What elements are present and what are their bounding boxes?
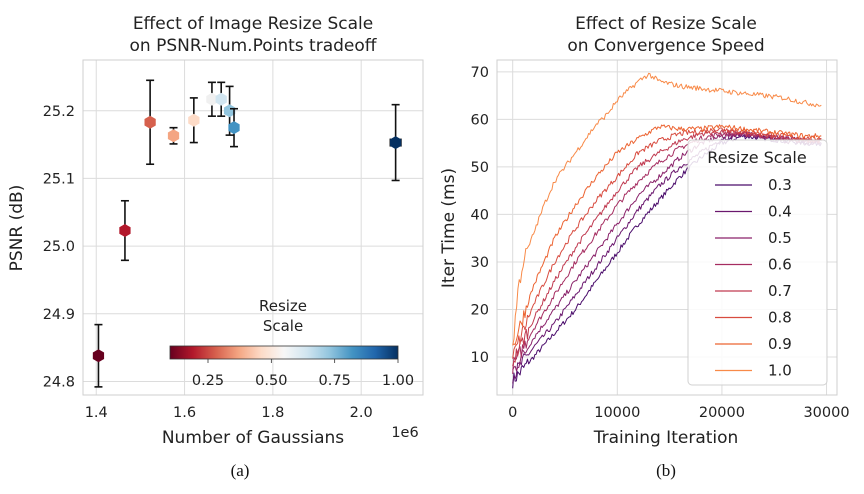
point-marker (167, 129, 180, 143)
chart-a-point (215, 81, 227, 117)
legend-label: 0.4 (768, 203, 792, 221)
chart-a-point (389, 103, 402, 182)
colorbar-tick-label: 0.75 (319, 373, 351, 389)
chart-a-grid (83, 60, 423, 395)
chart-b-frame (496, 59, 838, 396)
chart-b-xtick-label: 20000 (699, 405, 745, 421)
series-line-1-0 (512, 72, 822, 346)
chart-a-colorbar: Resize Scale 0.25 0.50 0.75 1.00 (169, 297, 414, 389)
chart-b-ytick-label: 50 (471, 160, 489, 176)
chart-a-ytick-label: 24.9 (43, 307, 75, 323)
chart-b-title-line-1: Effect of Resize Scale (575, 14, 757, 34)
chart-b-title-line-2: on Convergence Speed (567, 36, 764, 56)
point-marker (215, 92, 227, 106)
chart-b-panel-label: (b) (656, 461, 676, 480)
legend-item: 0.7 (715, 282, 792, 300)
chart-a-point (144, 79, 156, 166)
chart-a-xlabel: Number of Gaussians (162, 428, 344, 448)
chart-a-ylabel: PSNR (dB) (7, 185, 27, 272)
chart-a-ytick-label: 24.8 (43, 374, 75, 390)
chart-a-point (228, 107, 240, 148)
legend-box (687, 139, 828, 386)
legend-item: 0.4 (715, 203, 792, 221)
legend-label: 1.0 (768, 362, 792, 380)
legend-item: 0.9 (715, 335, 792, 353)
point-marker (188, 113, 200, 127)
series-line-0-4 (512, 131, 822, 384)
chart-a-frame (82, 59, 424, 396)
colorbar-label-line-1: Resize (259, 297, 307, 315)
colorbar-tick-label: 1.00 (382, 373, 414, 389)
chart-b-ytick-label: 30 (471, 255, 489, 271)
chart-a-title-line-1: Effect of Image Resize Scale (133, 14, 373, 34)
colorbar-gradient (169, 345, 399, 360)
chart-b-xlabel: Training Iteration (593, 428, 739, 448)
chart-a-ytick-label: 25.1 (43, 171, 75, 187)
series-line-0-9 (512, 124, 822, 346)
chart-a-title-line-2: on PSNR-Num.Points tradeoff (130, 36, 378, 56)
legend-label: 0.8 (768, 309, 792, 327)
series-line-0-8 (512, 127, 822, 359)
point-marker (206, 92, 218, 106)
series-line-0-7 (512, 128, 822, 367)
chart-a-ytick-label: 25.2 (43, 104, 75, 120)
chart-b-xtick-label: 30000 (803, 405, 849, 421)
chart-a-point (119, 199, 131, 262)
chart-a-ticks: 1.4 1.6 1.8 2.0 24.8 24.9 25.0 25.1 25.2 (43, 104, 373, 421)
chart-a-xtick-label: 1.8 (261, 405, 284, 421)
chart-b-ytick-label: 70 (471, 65, 489, 81)
chart-a-panel-label: (a) (231, 461, 250, 480)
point-marker (119, 224, 131, 238)
chart-a-x-offset: 1e6 (391, 425, 418, 441)
chart-a-point (206, 81, 218, 117)
legend-item: 0.3 (715, 176, 792, 194)
chart-a: Effect of Image Resize Scale on PSNR-Num… (7, 14, 424, 480)
legend-item: 0.5 (715, 229, 792, 247)
chart-b-ytick-label: 20 (471, 302, 489, 318)
colorbar-tick-label: 0.25 (192, 373, 224, 389)
chart-a-ytick-label: 25.0 (43, 239, 75, 255)
chart-a-xtick-label: 1.6 (173, 405, 196, 421)
chart-a-point (167, 126, 180, 145)
legend-item: 0.8 (715, 309, 792, 327)
colorbar-tick-label: 0.50 (255, 373, 287, 389)
point-marker (92, 349, 105, 363)
chart-b-ytick-label: 40 (471, 207, 489, 223)
chart-b-legend: Resize Scale 0.3 0.4 0.5 0.6 0.7 0.8 0.9 1.0 (687, 139, 828, 386)
chart-a-point (92, 323, 105, 388)
point-marker (223, 104, 236, 118)
chart-b-ytick-label: 60 (471, 112, 489, 128)
chart-b: Effect of Resize Scale on Convergence Sp… (439, 14, 850, 480)
chart-b-ylabel: Iter Time (ms) (439, 168, 459, 288)
colorbar-label-line-2: Scale (263, 317, 303, 335)
point-marker (228, 121, 240, 135)
legend-label: 0.5 (768, 229, 792, 247)
chart-a-points (92, 79, 402, 388)
legend-label: 0.6 (768, 256, 792, 274)
chart-b-xtick-label: 0 (508, 405, 517, 421)
chart-b-ytick-label: 10 (471, 350, 489, 366)
legend-title: Resize Scale (707, 148, 806, 167)
legend-items: 0.3 0.4 0.5 0.6 0.7 0.8 0.9 1.0 (715, 176, 792, 380)
legend-item: 1.0 (715, 362, 792, 380)
legend-item: 0.6 (715, 256, 792, 274)
chart-a-point (188, 97, 200, 144)
chart-a-xtick-label: 1.4 (85, 405, 108, 421)
chart-b-lines (512, 72, 822, 389)
colorbar-ticks: 0.25 0.50 0.75 1.00 (192, 359, 414, 389)
legend-label: 0.9 (768, 335, 792, 353)
chart-b-xtick-label: 10000 (594, 405, 640, 421)
point-marker (144, 115, 156, 129)
legend-label: 0.3 (768, 176, 792, 194)
chart-b-ticks: 0 10000 20000 30000 10 20 30 40 50 60 70 (471, 65, 850, 421)
legend-label: 0.7 (768, 282, 792, 300)
point-marker (389, 136, 402, 150)
chart-a-xtick-label: 2.0 (350, 405, 373, 421)
